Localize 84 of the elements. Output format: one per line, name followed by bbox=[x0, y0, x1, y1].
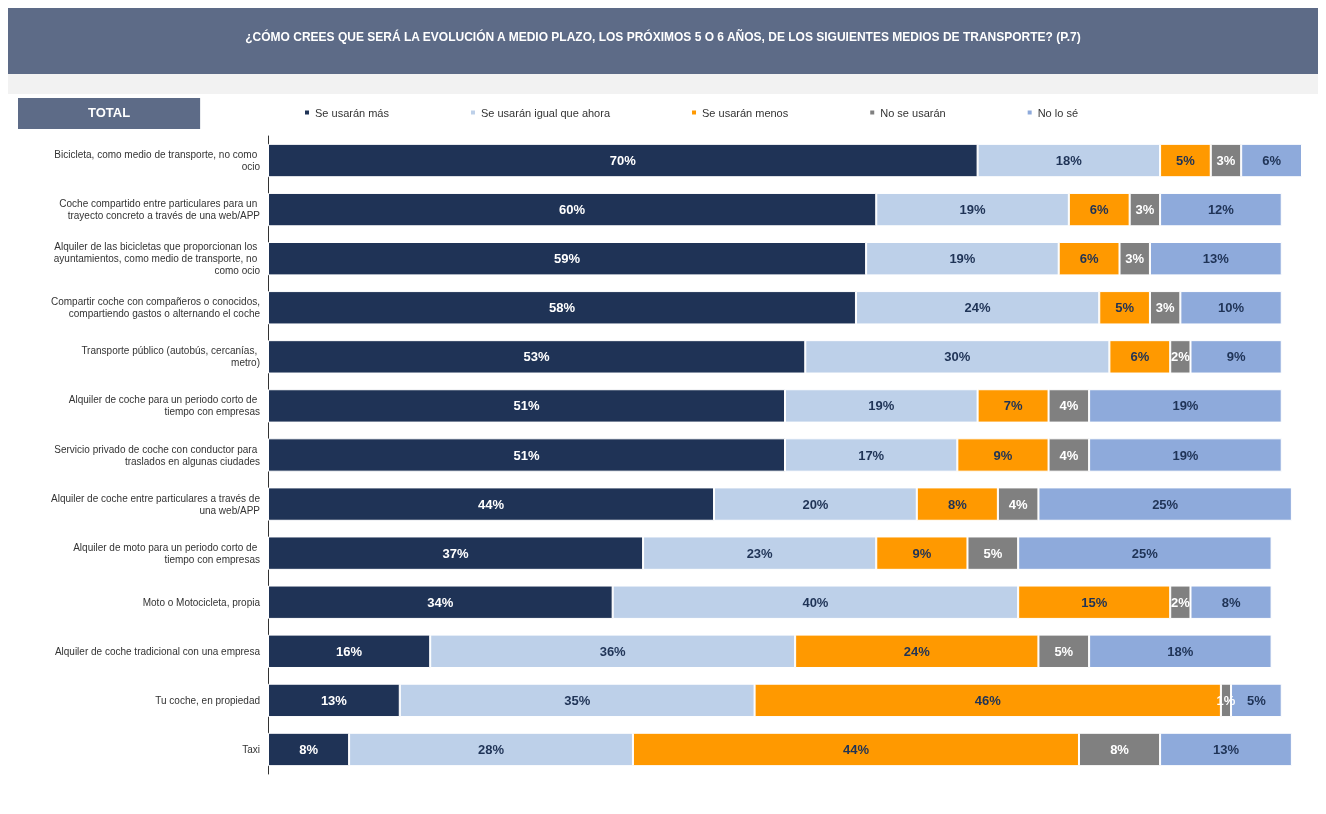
data-label: 24% bbox=[964, 300, 992, 316]
data-label: 5% bbox=[1176, 153, 1196, 169]
data-label: 19% bbox=[959, 202, 986, 218]
data-label: 9% bbox=[993, 447, 1013, 463]
data-label: 2% bbox=[1170, 349, 1191, 365]
data-label: 5% bbox=[983, 545, 1003, 561]
data-label: 36% bbox=[599, 643, 627, 659]
data-label: 70% bbox=[609, 153, 637, 169]
data-label: 13% bbox=[1212, 741, 1240, 757]
data-label: 44% bbox=[842, 741, 870, 757]
data-label: 6% bbox=[1079, 251, 1099, 267]
data-label: 51% bbox=[513, 447, 540, 463]
y-tick-label: Servicio privado de coche con conductor para traslados en algunas ciudades bbox=[54, 443, 260, 467]
data-label: 59% bbox=[554, 251, 581, 267]
y-tick-label: Taxi bbox=[242, 743, 260, 755]
data-label: 51% bbox=[513, 398, 540, 414]
data-label: 24% bbox=[903, 643, 931, 659]
data-label: 15% bbox=[1081, 594, 1108, 610]
data-label: 20% bbox=[802, 496, 829, 512]
data-label: 2% bbox=[1170, 594, 1191, 610]
data-label: 4% bbox=[1008, 496, 1028, 512]
data-label: 7% bbox=[1003, 398, 1023, 414]
y-tick-label: Alquiler de las bicicletas que proporcionan los ayuntamientos, como medio de transporte, no como ocio bbox=[53, 241, 261, 277]
data-label: 3% bbox=[1216, 153, 1236, 169]
y-tick-label: Alquiler de coche para un periodo corto de tiempo con empresas bbox=[68, 394, 260, 418]
data-label: 10% bbox=[1218, 300, 1245, 316]
data-label: 5% bbox=[1246, 692, 1267, 708]
data-label: 3% bbox=[1135, 202, 1155, 218]
chart-title: ¿CÓMO CREES QUE SERÁ LA EVOLUCIÓN A MEDIO PLAZO, LOS PRÓXIMOS 5 O 6 AÑOS, DE LOS SIGUIENTES MEDIOS DE TRANSPORTE? (P.7) bbox=[8, 8, 1318, 74]
data-label: 4% bbox=[1059, 398, 1079, 414]
data-label: 37% bbox=[442, 545, 469, 561]
y-tick-label: Transporte público (autobús, cercanías, metro) bbox=[81, 345, 260, 369]
data-label: 4% bbox=[1059, 447, 1079, 463]
data-label: 53% bbox=[523, 349, 551, 365]
data-label: 3% bbox=[1155, 300, 1175, 316]
data-label: 40% bbox=[802, 594, 829, 610]
data-label: 19% bbox=[949, 251, 976, 267]
data-label: 35% bbox=[564, 692, 591, 708]
data-label: 18% bbox=[1055, 153, 1083, 169]
data-label: 9% bbox=[912, 545, 932, 561]
data-label: 16% bbox=[336, 643, 363, 659]
y-tick-label: Coche compartido entre particulares para un trayecto concreto a través de una web/APP bbox=[59, 198, 261, 222]
data-label: 6% bbox=[1089, 202, 1110, 218]
text: TOTAL bbox=[88, 105, 131, 120]
data-label: 6% bbox=[1130, 349, 1150, 365]
data-label: 8% bbox=[299, 741, 319, 757]
y-tick-label: Alquiler de coche entre particulares a través de una web/APP bbox=[50, 492, 261, 516]
data-label: 25% bbox=[1152, 496, 1179, 512]
data-label: 34% bbox=[427, 594, 454, 610]
data-label: 5% bbox=[1054, 643, 1074, 659]
data-label: 30% bbox=[944, 349, 971, 365]
data-label: 28% bbox=[478, 741, 505, 757]
data-label: 5% bbox=[1115, 300, 1135, 316]
data-label: 13% bbox=[1202, 251, 1230, 267]
y-tick-label: Moto o Motocicleta, propia bbox=[142, 596, 261, 608]
legend-label: Se usarán menos bbox=[702, 106, 789, 119]
data-label: 8% bbox=[1110, 741, 1130, 757]
data-label: 18% bbox=[1167, 643, 1194, 659]
data-label: 25% bbox=[1131, 545, 1159, 561]
data-label: 58% bbox=[548, 300, 576, 316]
data-label: 23% bbox=[746, 545, 774, 561]
data-label: 12% bbox=[1207, 202, 1235, 218]
y-tick-label: Tu coche, en propiedad bbox=[155, 694, 260, 706]
legend-label: No se usarán bbox=[880, 106, 946, 119]
data-label: 60% bbox=[559, 202, 586, 218]
data-label: 9% bbox=[1226, 349, 1246, 365]
data-label: 8% bbox=[1221, 594, 1241, 610]
data-label: 6% bbox=[1262, 153, 1282, 169]
data-label: 19% bbox=[868, 398, 895, 414]
data-label: 19% bbox=[1172, 398, 1199, 414]
data-label: 13% bbox=[320, 692, 348, 708]
data-label: 46% bbox=[974, 692, 1002, 708]
legend-label: No lo sé bbox=[1037, 106, 1079, 119]
data-label: 8% bbox=[947, 496, 968, 512]
data-label: 19% bbox=[1172, 447, 1199, 463]
y-tick-label: Alquiler de moto para un periodo corto de tiempo con empresas bbox=[73, 541, 260, 565]
legend-label: Se usarán igual que ahora bbox=[480, 106, 611, 119]
y-tick-label: Compartir coche con compañeros o conocidos, compartiendo gastos o alternando el coche bbox=[51, 296, 261, 320]
data-label: 17% bbox=[858, 447, 885, 463]
legend-label: Se usarán más bbox=[315, 106, 390, 119]
data-label: 44% bbox=[478, 496, 505, 512]
data-label: 3% bbox=[1125, 251, 1145, 267]
y-tick-label: Bicicleta, como medio de transporte, no como ocio bbox=[54, 149, 261, 173]
y-tick-label: Alquiler de coche tradicional con una empresa bbox=[54, 645, 261, 657]
